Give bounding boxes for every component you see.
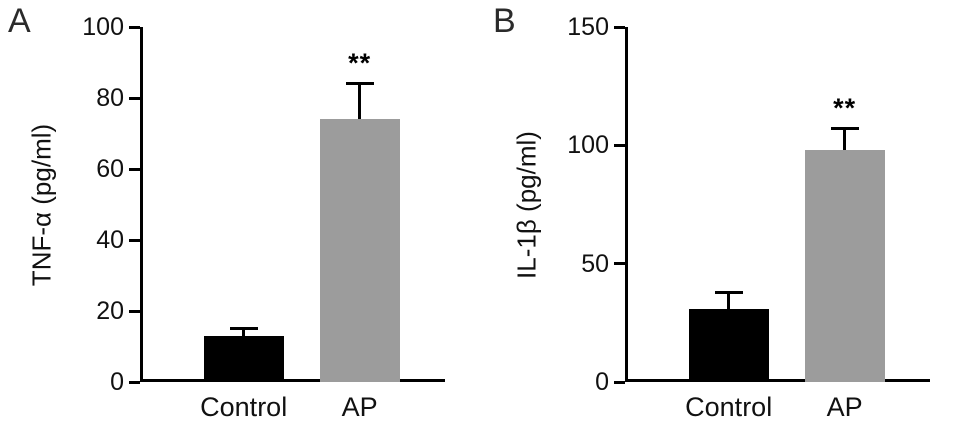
y-axis-tick-label: 80	[96, 84, 124, 112]
y-axis-tick-label: 50	[581, 249, 609, 278]
y-axis-tick	[614, 143, 625, 147]
x-axis-category-label: AP	[341, 392, 378, 422]
error-bar	[727, 292, 731, 309]
y-axis-tick	[129, 309, 140, 313]
y-axis-tick	[614, 262, 625, 266]
y-axis-tick	[129, 25, 140, 29]
y-axis-tick	[129, 96, 140, 100]
error-bar	[843, 128, 847, 151]
x-axis-category-label: Control	[685, 392, 773, 422]
bar-control	[203, 335, 284, 382]
y-axis-tick	[614, 380, 625, 384]
error-bar-cap	[345, 82, 374, 86]
x-axis-category-label: AP	[826, 392, 863, 422]
error-bar	[358, 83, 362, 120]
y-axis-tick-label: 150	[567, 13, 609, 41]
plot-area: 0 50 100 150 Control AP **	[567, 13, 930, 422]
y-axis-tick	[614, 25, 625, 29]
y-axis-title-tnf-alpha: TNF-α (pg/ml)	[26, 123, 57, 287]
bar-ap	[319, 119, 400, 382]
y-axis-tick-label: 100	[82, 13, 124, 41]
panel-label-a: A	[8, 2, 31, 40]
bar-ap	[804, 150, 885, 382]
y-axis-tick-label: 20	[96, 297, 124, 325]
panel-b: B IL-1β (pg/ml) 0 50 100 150 Control AP **	[485, 0, 969, 439]
x-axis-line	[625, 379, 930, 382]
error-bar-cap	[714, 290, 743, 294]
significance-marker: **	[833, 92, 857, 123]
y-axis-tick-label: 60	[96, 155, 124, 183]
y-axis-line	[140, 27, 143, 382]
y-axis-title-il-1beta: IL-1β (pg/ml)	[511, 131, 542, 279]
x-axis-line	[140, 379, 445, 382]
y-axis-tick-label: 40	[96, 226, 124, 254]
y-axis-tick-label: 0	[110, 368, 124, 396]
panel-a: A TNF-α (pg/ml) 0 20 40 60 80 100 Control AP **	[0, 0, 484, 439]
y-axis-line	[625, 27, 628, 382]
error-bar-cap	[229, 327, 258, 331]
y-axis-tick	[129, 380, 140, 384]
error-bar-cap	[830, 127, 859, 131]
panel-label-b: B	[493, 2, 516, 40]
x-axis-category-label: Control	[200, 392, 288, 422]
y-axis-tick-label: 0	[595, 368, 609, 396]
significance-marker: **	[348, 47, 372, 78]
error-bar	[242, 328, 246, 336]
y-axis-tick-label: 100	[567, 131, 609, 160]
y-axis-tick	[129, 167, 140, 171]
bar-control	[688, 308, 769, 382]
plot-area: 0 20 40 60 80 100 Control AP **	[82, 13, 445, 422]
y-axis-tick	[129, 238, 140, 242]
